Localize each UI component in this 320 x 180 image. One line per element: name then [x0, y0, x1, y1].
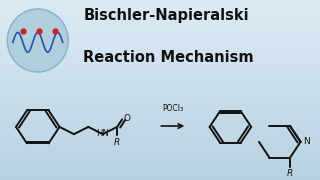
Text: R: R	[287, 169, 293, 178]
Bar	[0, 81, 320, 86]
Bar	[0, 76, 320, 81]
Bar	[0, 140, 320, 144]
Bar	[0, 153, 320, 158]
Bar	[0, 94, 320, 99]
Text: Reaction Mechanism: Reaction Mechanism	[83, 50, 254, 65]
Bar	[0, 14, 320, 18]
Bar	[0, 4, 320, 9]
Bar	[0, 40, 320, 45]
Bar	[0, 144, 320, 148]
Bar	[0, 45, 320, 50]
Bar	[0, 135, 320, 140]
Bar	[0, 108, 320, 112]
Bar	[0, 54, 320, 58]
Bar	[0, 122, 320, 126]
Bar	[0, 130, 320, 135]
Text: N: N	[304, 137, 310, 146]
Bar	[0, 27, 320, 32]
Text: HN: HN	[96, 129, 109, 138]
Bar	[0, 103, 320, 108]
Text: POCl₃: POCl₃	[162, 103, 183, 112]
Bar	[0, 50, 320, 54]
Text: Bischler-Napieralski: Bischler-Napieralski	[83, 8, 249, 23]
Text: R: R	[114, 138, 120, 147]
Ellipse shape	[7, 9, 68, 72]
Bar	[0, 22, 320, 27]
Bar	[0, 99, 320, 104]
Bar	[0, 72, 320, 76]
Bar	[0, 162, 320, 166]
Bar	[0, 171, 320, 176]
Bar	[0, 18, 320, 22]
Bar	[0, 31, 320, 36]
Bar	[0, 68, 320, 72]
Bar	[0, 148, 320, 153]
Bar	[0, 0, 320, 4]
Bar	[0, 166, 320, 171]
Bar	[0, 58, 320, 63]
Text: O: O	[123, 114, 130, 123]
Bar	[0, 176, 320, 180]
Bar	[0, 90, 320, 94]
Bar	[0, 158, 320, 162]
Bar	[0, 126, 320, 130]
Bar	[0, 9, 320, 14]
Bar	[0, 117, 320, 122]
Bar	[0, 63, 320, 68]
Bar	[0, 86, 320, 90]
Bar	[0, 112, 320, 117]
Bar	[0, 36, 320, 40]
